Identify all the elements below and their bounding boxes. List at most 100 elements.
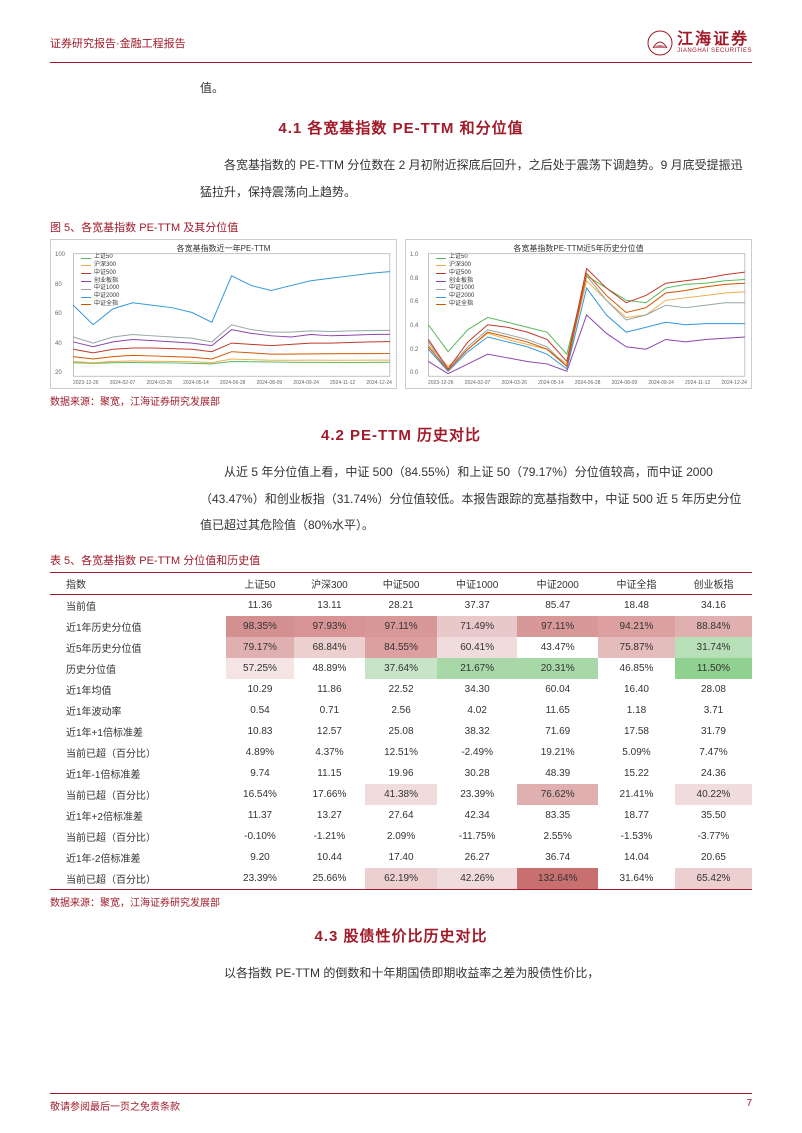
table-cell: 132.64% [517, 868, 598, 890]
page-number: 7 [746, 1098, 752, 1113]
table-cell: 42.34 [437, 805, 518, 826]
section-4-1-paragraph: 各宽基指数的 PE-TTM 分位数在 2 月初附近探底后回升，之后处于震荡下调趋… [200, 152, 752, 205]
table-cell: 23.39% [226, 868, 293, 890]
section-4-3-paragraph: 以各指数 PE-TTM 的倒数和十年期国债即期收益率之差为股债性价比， [200, 960, 752, 986]
table-cell: 14.04 [598, 847, 675, 868]
table-cell: 16.54% [226, 784, 293, 805]
table-cell: 19.21% [517, 742, 598, 763]
table-cell: 11.37 [226, 805, 293, 826]
x-tick-label: 2024-03-26 [146, 380, 172, 386]
table-cell: 11.15 [294, 763, 366, 784]
table-row: 近5年历史分位值79.17%68.84%84.55%60.41%43.47%75… [50, 637, 752, 658]
table-row-label: 当前值 [50, 595, 226, 617]
table-cell: 9.74 [226, 763, 293, 784]
table-cell: 30.28 [437, 763, 518, 784]
table-cell: 12.51% [365, 742, 437, 763]
table-cell: 16.40 [598, 679, 675, 700]
table-row-label: 近5年历史分位值 [50, 637, 226, 658]
table-row: 历史分位值57.25%48.89%37.64%21.67%20.31%46.85… [50, 658, 752, 679]
table-cell: 88.84% [675, 616, 752, 637]
table-row: 近1年均值10.2911.8622.5234.3060.0416.4028.08 [50, 679, 752, 700]
table-cell: 37.64% [365, 658, 437, 679]
x-tick-label: 2024-02-07 [110, 380, 136, 386]
table-cell: 13.27 [294, 805, 366, 826]
table-row: 当前值11.3613.1128.2137.3785.4718.4834.16 [50, 595, 752, 617]
table-cell: 23.39% [437, 784, 518, 805]
page-header: 证券研究报告·金融工程报告 江海证券 JIANGHAI SECURITIES [50, 30, 752, 63]
table-cell: 34.30 [437, 679, 518, 700]
table-cell: 11.36 [226, 595, 293, 617]
logo-text-en: JIANGHAI SECURITIES [677, 48, 752, 54]
table-cell: -11.75% [437, 826, 518, 847]
table-cell: 71.69 [517, 721, 598, 742]
table-cell: 71.49% [437, 616, 518, 637]
table-cell: -2.49% [437, 742, 518, 763]
chart2-svg [406, 240, 751, 388]
table-row: 当前已超（百分比）4.89%4.37%12.51%-2.49%19.21%5.0… [50, 742, 752, 763]
footer-disclaimer: 敬请参阅最后一页之免责条款 [50, 1098, 180, 1113]
table-row-label: 近1年+2倍标准差 [50, 805, 226, 826]
x-tick-label: 2023-12-26 [428, 380, 454, 386]
table-cell: 97.93% [294, 616, 366, 637]
x-tick-label: 2024-06-28 [575, 380, 601, 386]
table-5-source: 数据来源：聚宽，江海证券研究发展部 [50, 894, 752, 909]
table-cell: 83.35 [517, 805, 598, 826]
table-cell: 75.87% [598, 637, 675, 658]
table-cell: 11.86 [294, 679, 366, 700]
table-cell: 98.35% [226, 616, 293, 637]
table-cell: 7.47% [675, 742, 752, 763]
table-cell: 48.39 [517, 763, 598, 784]
chart-series-line [73, 342, 390, 353]
table-5-body: 当前值11.3613.1128.2137.3785.4718.4834.16 近1… [50, 595, 752, 890]
table-cell: 19.96 [365, 763, 437, 784]
table-cell: 38.32 [437, 721, 518, 742]
table-cell: 85.47 [517, 595, 598, 617]
x-tick-label: 2023-12-26 [73, 380, 99, 386]
chart-pe-ttm: 各宽基指数近一年PE-TTM 上证50沪深300中证500创业板指中证1000中… [50, 239, 397, 389]
table-row: 近1年+2倍标准差11.3713.2727.6442.3483.3518.773… [50, 805, 752, 826]
table-cell: 79.17% [226, 637, 293, 658]
table-column-header: 沪深300 [294, 573, 366, 595]
x-tick-label: 2024-06-28 [220, 380, 246, 386]
table-row-label: 当前已超（百分比） [50, 826, 226, 847]
table-cell: 18.48 [598, 595, 675, 617]
table-row-label: 当前已超（百分比） [50, 868, 226, 890]
table-cell: 2.09% [365, 826, 437, 847]
table-cell: 25.66% [294, 868, 366, 890]
table-cell: 10.83 [226, 721, 293, 742]
table-row: 近1年-1倍标准差9.7411.1519.9630.2848.3915.2224… [50, 763, 752, 784]
chart1-x-labels: 2023-12-26 2024-02-07 2024-03-26 2024-05-14… [73, 380, 392, 386]
table-cell: 48.89% [294, 658, 366, 679]
x-tick-label: 2024-09-24 [293, 380, 319, 386]
table-column-header: 创业板指 [675, 573, 752, 595]
table-cell: 0.54 [226, 700, 293, 721]
table-cell: 31.74% [675, 637, 752, 658]
x-tick-label: 2024-05-14 [183, 380, 209, 386]
table-cell: 76.62% [517, 784, 598, 805]
table-cell: 25.08 [365, 721, 437, 742]
header-category: 证券研究报告·金融工程报告 [50, 35, 186, 51]
logo-icon [647, 30, 673, 56]
table-cell: 20.65 [675, 847, 752, 868]
table-cell: -1.53% [598, 826, 675, 847]
table-cell: -3.77% [675, 826, 752, 847]
section-4-2-paragraph: 从近 5 年分位值上看，中证 500（84.55%）和上证 50（79.17%）… [200, 459, 752, 538]
table-row: 近1年+1倍标准差10.8312.5725.0838.3271.6917.583… [50, 721, 752, 742]
table-row-label: 历史分位值 [50, 658, 226, 679]
table-column-header: 中证全指 [598, 573, 675, 595]
table-cell: 65.42% [675, 868, 752, 890]
table-cell: 1.18 [598, 700, 675, 721]
table-cell: -0.10% [226, 826, 293, 847]
table-cell: 12.57 [294, 721, 366, 742]
chart-series-line [73, 272, 390, 325]
x-tick-label: 2024-09-24 [648, 380, 674, 386]
table-cell: 60.04 [517, 679, 598, 700]
table-cell: -1.21% [294, 826, 366, 847]
table-cell: 3.71 [675, 700, 752, 721]
table-row-label: 近1年波动率 [50, 700, 226, 721]
table-row: 当前已超（百分比）-0.10%-1.21%2.09%-11.75%2.55%-1… [50, 826, 752, 847]
x-tick-label: 2024-03-26 [501, 380, 527, 386]
table-cell: 4.89% [226, 742, 293, 763]
table-cell: 15.22 [598, 763, 675, 784]
section-4-2-title: 4.2 PE-TTM 历史对比 [50, 424, 752, 445]
